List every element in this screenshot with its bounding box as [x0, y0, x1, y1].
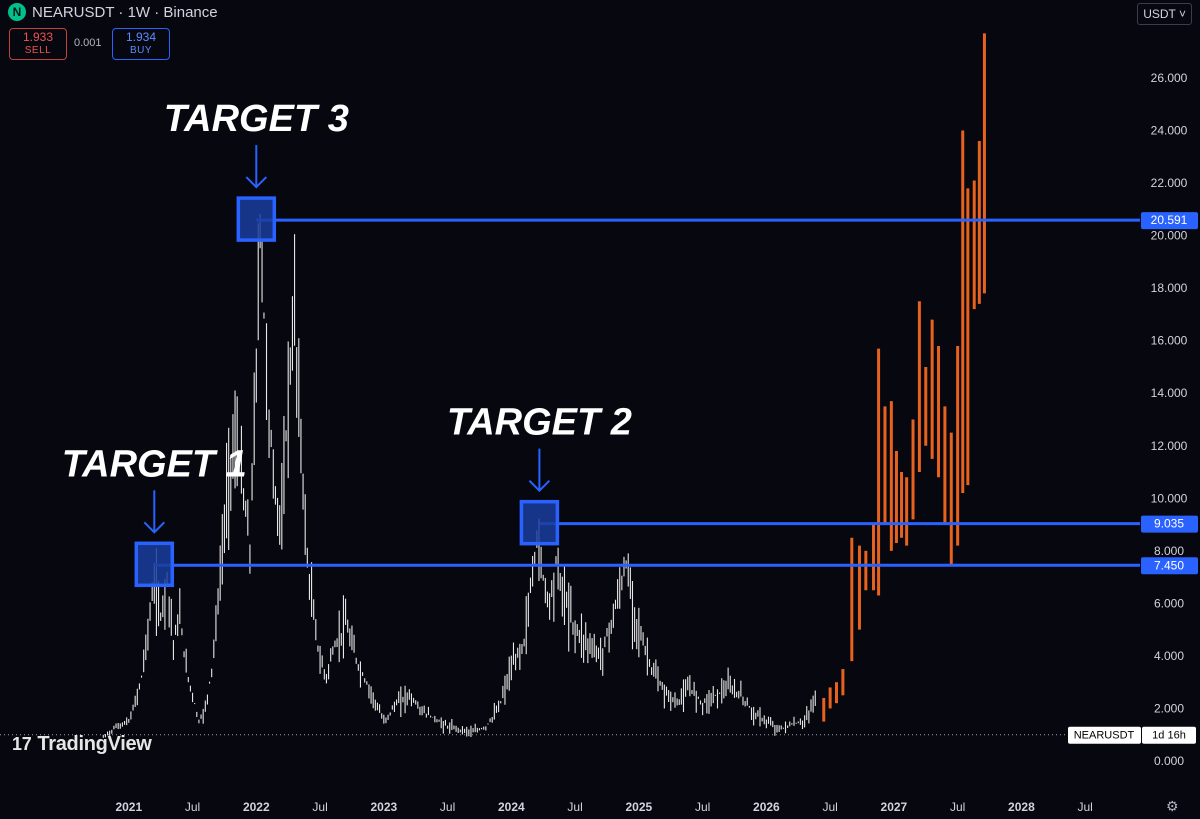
x-tick-label: Jul	[822, 800, 837, 814]
y-tick-label: 16.000	[1151, 334, 1188, 348]
countdown-label: 1d 16h	[1152, 730, 1186, 742]
target-value-tag	[1141, 557, 1198, 575]
target-value-label: 20.591	[1151, 213, 1188, 227]
projection-series	[822, 33, 986, 722]
x-tick-label: 2025	[626, 800, 653, 814]
x-tick-label: Jul	[695, 800, 710, 814]
x-tick-label: 2021	[115, 800, 142, 814]
y-tick-label: 14.000	[1151, 386, 1188, 400]
x-tick-label: Jul	[1077, 800, 1092, 814]
y-tick-label: 10.000	[1151, 491, 1188, 505]
y-tick-label: 8.000	[1154, 544, 1184, 558]
y-tick-label: 22.000	[1151, 176, 1188, 190]
x-tick-label: 2023	[370, 800, 397, 814]
target-box	[134, 541, 175, 588]
x-tick-label: Jul	[185, 800, 200, 814]
buy-price: 1.934	[125, 30, 157, 44]
x-tick-label: 2024	[498, 800, 525, 814]
sell-label: SELL	[24, 45, 52, 56]
y-axis: 0.000 2.000 4.000 6.000 8.000 10.000 12.000 14.…	[1151, 71, 1188, 768]
sell-price: 1.933	[22, 30, 54, 44]
sell-button[interactable]: 1.933 SELL	[9, 28, 67, 60]
buy-button[interactable]: 1.934 BUY	[112, 28, 170, 60]
currency-dropdown[interactable]: USDT ˅	[1137, 3, 1192, 25]
y-tick-label: 12.000	[1151, 439, 1188, 453]
countdown-tag	[1142, 726, 1196, 744]
x-tick-label: Jul	[567, 800, 582, 814]
y-tick-label: 18.000	[1151, 281, 1188, 295]
price-history-series	[102, 213, 816, 738]
tradingview-logo-icon: 17	[12, 734, 32, 754]
target-value-label: 7.450	[1154, 558, 1184, 572]
spread-value: 0.001	[74, 37, 102, 49]
tradingview-text: TradingView	[37, 733, 152, 755]
x-tick-label: Jul	[440, 800, 455, 814]
buy-label: BUY	[129, 45, 153, 56]
target-label: TARGET 2	[447, 402, 632, 444]
y-tick-label: 4.000	[1154, 649, 1184, 663]
y-tick-label: 24.000	[1151, 124, 1188, 138]
y-tick-label: 2.000	[1154, 701, 1184, 715]
tradingview-watermark: 17 TradingView	[12, 733, 152, 756]
chart-header: N NEARUSDT · 1W · Binance	[8, 3, 218, 21]
arrow-head-icon	[245, 176, 268, 189]
x-tick-label: 2022	[243, 800, 270, 814]
target-levels: TARGET 1 7.450 TARGET 2 9.035 TARGET 3 20.591…	[0, 98, 1198, 744]
target-box	[236, 196, 277, 242]
y-tick-label: 26.000	[1151, 71, 1188, 85]
x-tick-label: 2026	[753, 800, 780, 814]
symbol-tag	[1068, 726, 1141, 744]
y-tick-label: 6.000	[1154, 596, 1184, 610]
settings-icon[interactable]: ⚙	[1166, 798, 1179, 814]
x-axis: 2021 Jul 2022 Jul 2023 Jul 2024 Jul 2025 Jul 2026 J…	[115, 800, 1092, 814]
x-tick-label: Jul	[312, 800, 327, 814]
near-logo-icon: N	[8, 3, 26, 21]
target-label: TARGET 3	[164, 98, 349, 140]
target-value-tag	[1141, 515, 1198, 533]
x-tick-label: 2027	[881, 800, 908, 814]
target-value-tag	[1141, 212, 1198, 230]
symbol-title[interactable]: NEARUSDT · 1W · Binance	[32, 3, 218, 21]
target-label: TARGET 1	[62, 443, 247, 485]
x-tick-label: Jul	[950, 800, 965, 814]
y-tick-label: 0.000	[1154, 754, 1184, 768]
arrow-head-icon	[528, 479, 551, 493]
arrow-head-icon	[143, 521, 166, 534]
symbol-tag-label: NEARUSDT	[1074, 730, 1135, 742]
x-tick-label: 2028	[1008, 800, 1035, 814]
target-value-label: 9.035	[1154, 517, 1184, 531]
y-tick-label: 20.000	[1151, 229, 1188, 243]
target-box	[519, 499, 560, 546]
